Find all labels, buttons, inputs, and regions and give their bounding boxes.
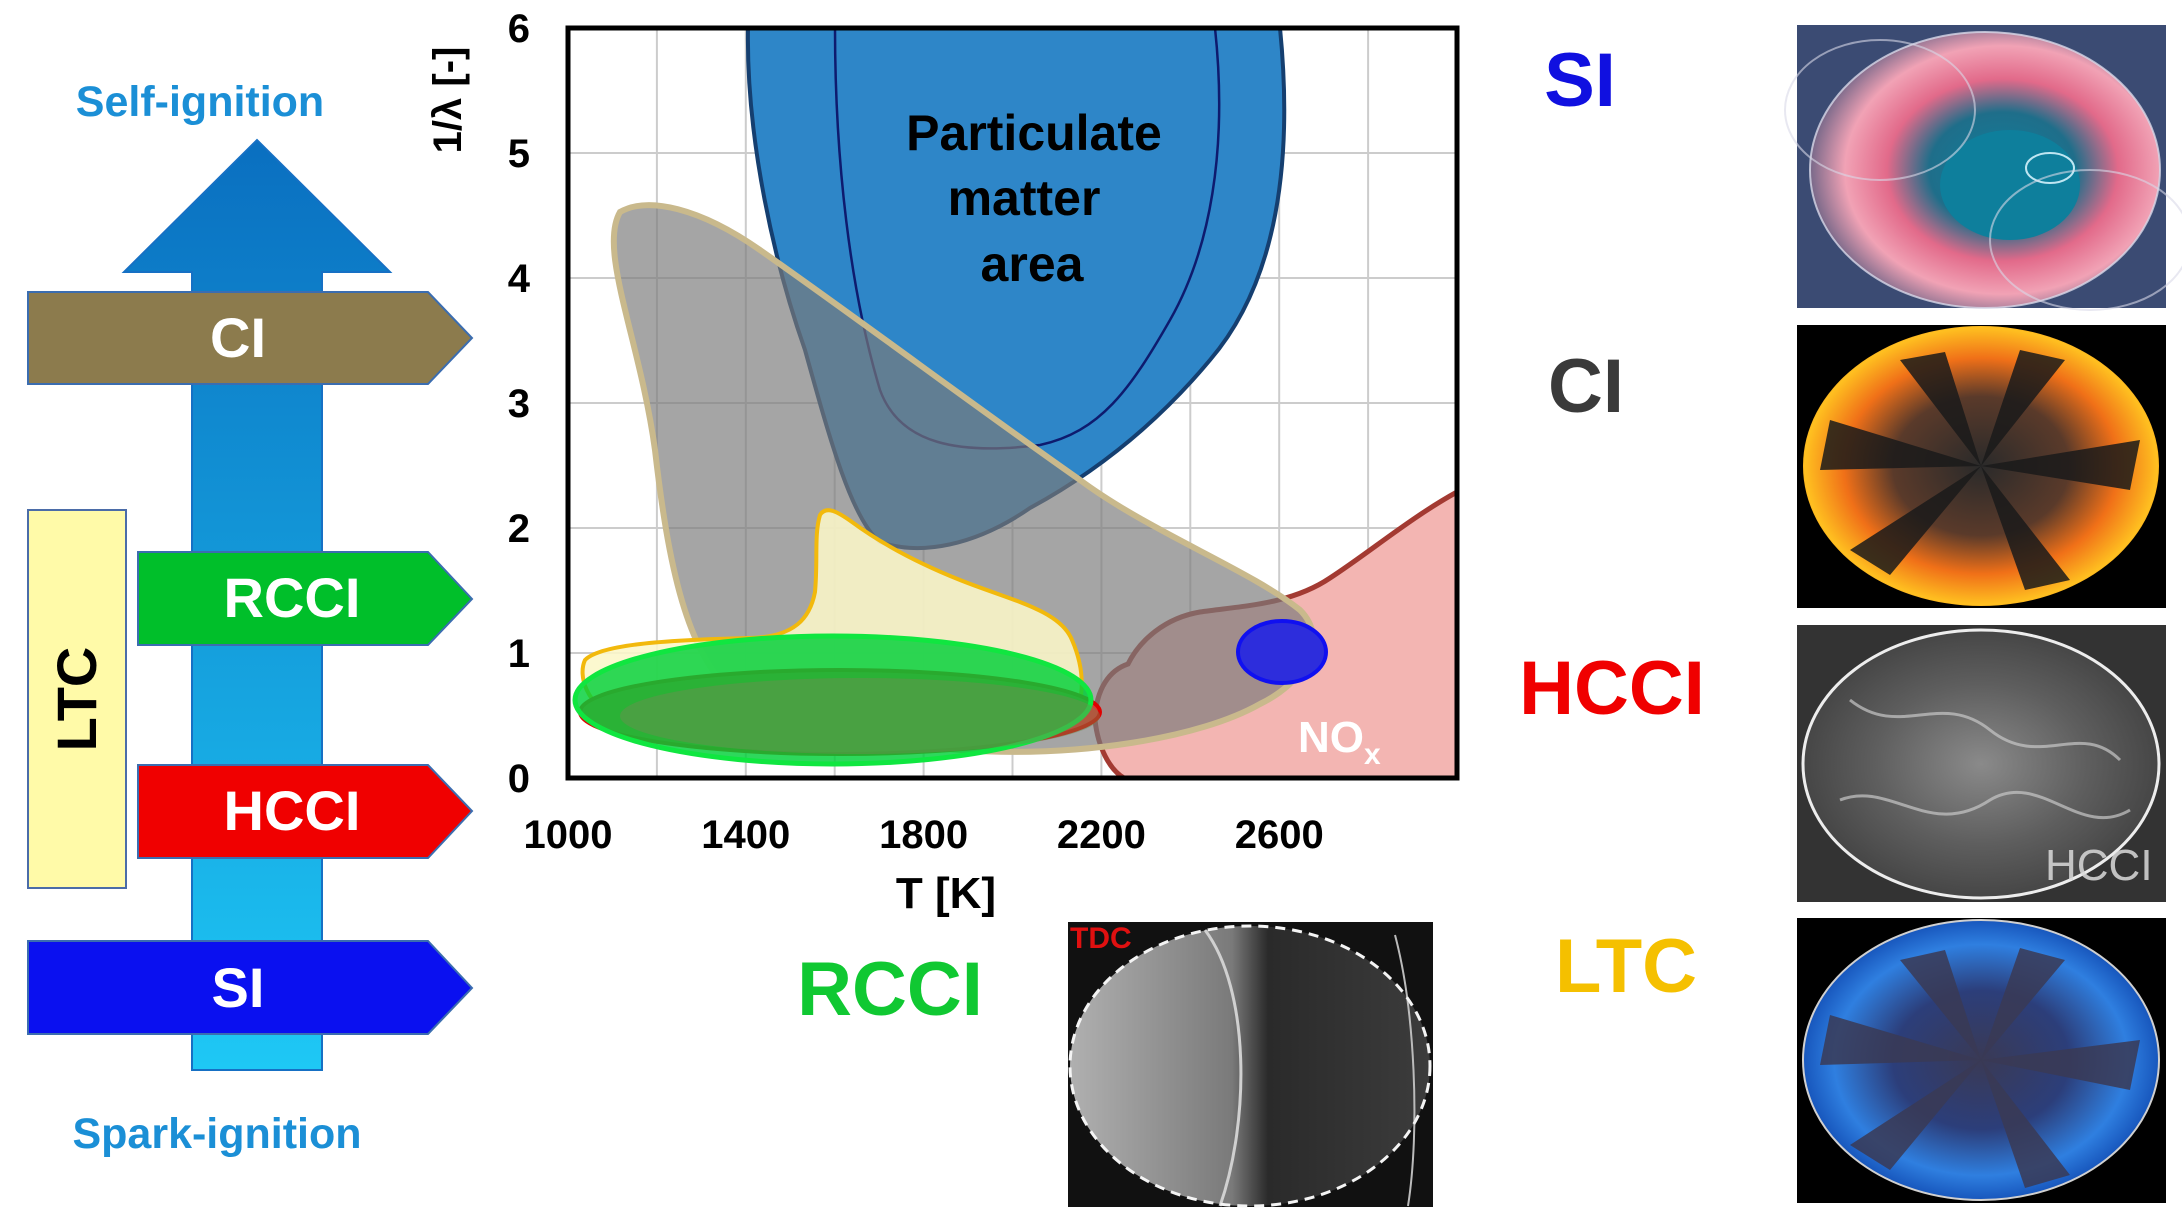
x-axis-title: T [K] <box>896 869 996 918</box>
x-tick-label: 1800 <box>879 813 968 857</box>
hcci-watermark: HCCI <box>2045 841 2153 890</box>
y-tick-label: 5 <box>508 132 530 176</box>
si-region <box>1236 619 1328 685</box>
ci-image-label: CI <box>1548 344 1624 429</box>
hcci-combustion-image: HCCI <box>1797 625 2166 902</box>
rcci-core-shading <box>620 678 1100 754</box>
right-panel: SI CI HCCI LTC HCCI <box>1519 25 2182 1203</box>
y-tick-label: 0 <box>508 757 530 801</box>
y-axis-title: 1/λ [-] <box>426 47 470 154</box>
particulate-label-line-1: Particulate <box>906 105 1162 161</box>
x-tick-label: 1000 <box>524 813 613 857</box>
chart: Particulate matter area NOx 0 1 2 3 4 5 6 1000… <box>426 7 1460 918</box>
particulate-label-line-2: matter <box>948 170 1101 226</box>
plot-frame <box>565 25 1460 781</box>
y-tick-label: 2 <box>508 507 530 551</box>
region-labels: Particulate matter area NOx <box>906 105 1381 771</box>
rcci-mode-label: RCCI <box>224 566 361 629</box>
y-tick-label: 1 <box>508 632 530 676</box>
si-mode-arrow <box>27 940 474 1035</box>
nox-label: NOx <box>1298 713 1381 771</box>
x-tick-label: 2600 <box>1235 813 1324 857</box>
ltc-box <box>27 509 127 889</box>
left-panel: Self-ignition Spark-ignition LTC CI RCCI… <box>27 78 474 1158</box>
ci-mode-arrow <box>27 291 474 385</box>
si-image-label: SI <box>1544 38 1616 123</box>
x-tick-labels: 1000 1400 1800 2200 2600 <box>524 813 1324 857</box>
si-mode-label: SI <box>212 956 265 1019</box>
rcci-mode-arrow <box>137 551 474 646</box>
hcci-mode-label: HCCI <box>224 779 361 842</box>
ci-mode-label: CI <box>210 306 266 369</box>
y-tick-label: 4 <box>508 257 531 301</box>
rcci-image-label: RCCI <box>797 947 983 1032</box>
ltc-combustion-image <box>1797 918 2166 1203</box>
si-combustion-image <box>1784 25 2182 311</box>
x-tick-label: 1400 <box>701 813 790 857</box>
hcci-mode-arrow <box>137 764 474 859</box>
tdc-label: TDC <box>1070 922 1132 955</box>
ci-combustion-image <box>1797 325 2166 608</box>
self-ignition-label: Self-ignition <box>76 78 324 126</box>
particulate-label-line-3: area <box>981 236 1085 292</box>
hcci-image-label: HCCI <box>1519 646 1705 731</box>
ltc-image-label: LTC <box>1555 924 1697 1009</box>
spark-ignition-label: Spark-ignition <box>72 1110 361 1158</box>
y-tick-label: 3 <box>508 382 530 426</box>
x-tick-label: 2200 <box>1057 813 1146 857</box>
rcci-combustion-image: TDC <box>1068 922 1433 1208</box>
y-tick-labels: 0 1 2 3 4 5 6 <box>508 7 531 801</box>
ltc-box-label: LTC <box>45 647 108 752</box>
y-tick-label: 6 <box>508 7 530 51</box>
rcci-region <box>572 633 1094 767</box>
chart-regions <box>572 28 1457 778</box>
ci-region <box>610 202 1316 755</box>
